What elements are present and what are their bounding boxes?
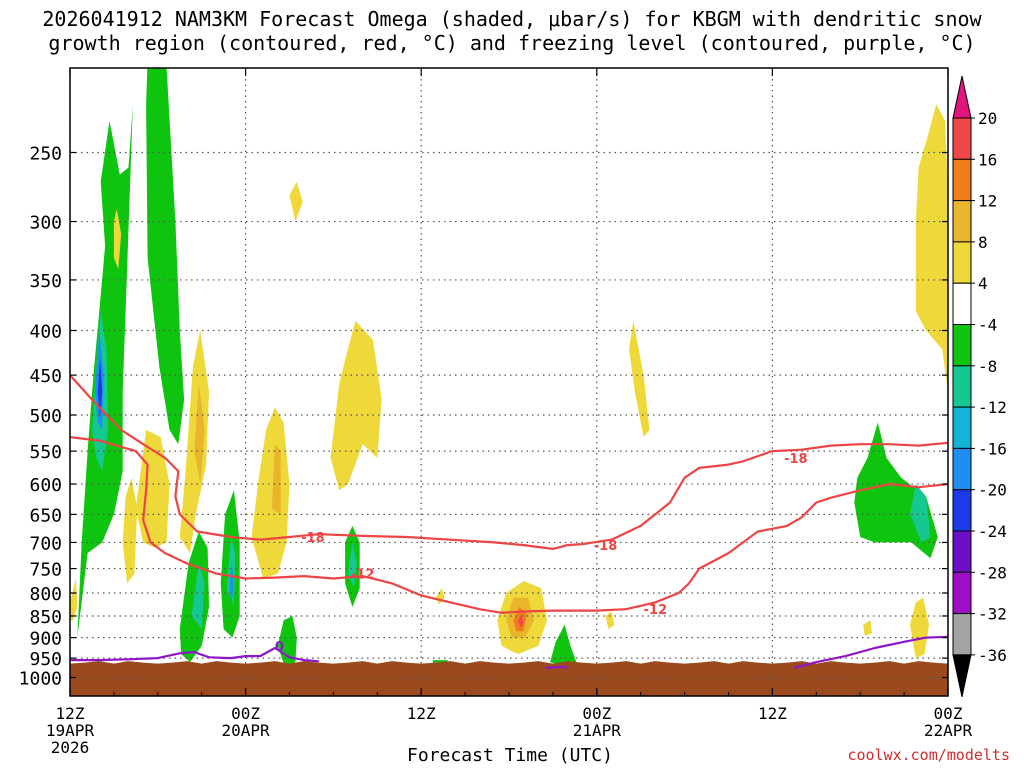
omega-shade-region [915,104,948,392]
colorbar-label: -28 [978,563,1007,582]
x-tick-label: 12Z [56,704,85,723]
terrain-ground [70,661,948,696]
omega-shade-region [435,588,445,605]
omega-shade-region [271,444,281,515]
colorbar-bin [952,489,972,532]
omega-shade-region [251,407,290,579]
x-tick-label: 12Z [758,704,787,723]
colorbar-bin [952,613,972,656]
colorbar-label: 8 [978,233,988,252]
x-tick-label: 21APR [573,721,622,740]
colorbar-bin [952,117,972,160]
colorbar-label: -24 [978,522,1007,541]
y-tick-label: 550 [29,442,62,463]
omega-shade-region [97,357,103,419]
freezing-level-contour [545,665,568,669]
colorbar-bottom-triangle [952,654,972,698]
colorbar-bin [952,158,972,202]
colorbar-label: -32 [978,605,1007,624]
x-tick-label: 20APR [222,721,271,740]
x-tick-label: 19APR [46,721,95,740]
y-tick-label: 900 [29,629,62,650]
colorbar-label: -16 [978,439,1007,458]
dendritic-contour-label: -18 [594,539,618,554]
colorbar-label: -4 [978,316,997,335]
dendritic-contour-label: -18 [301,531,325,546]
y-tick-label: 650 [29,505,62,526]
x-tick-label: 00Z [582,704,611,723]
omega-shade-region [629,320,650,438]
colorbar-label: -8 [978,357,997,376]
omega-shade-region [605,611,615,630]
omega-shade-region [910,597,929,659]
freezing-level-contour [794,635,948,669]
colorbar-bin [952,571,972,615]
y-tick-label: 700 [29,533,62,554]
omega-shade-region [330,320,382,491]
omega-shade-region [517,615,524,629]
y-tick-label: 750 [29,560,62,581]
x-tick-label: 12Z [407,704,436,723]
omega-shade-region [135,429,170,548]
colorbar-bin [952,447,972,491]
y-tick-label: 350 [29,271,62,292]
freezing-level-contour [70,646,319,663]
colorbar-label: 16 [978,150,997,169]
omega-shade-region [179,330,209,554]
omega-shade-region [70,578,78,621]
y-tick-label: 600 [29,475,62,496]
omega-shade-region [113,208,122,269]
omega-shade-region [122,477,138,584]
y-tick-label: 400 [29,322,62,343]
y-tick-label: 950 [29,649,62,670]
x-tick-label: 00Z [934,704,963,723]
omega-shade-region [550,624,577,666]
colorbar-label: -36 [978,646,1007,665]
colorbar-label: -12 [978,398,1007,417]
colorbar-bin [952,530,972,573]
omega-shade-region [910,484,931,543]
dendritic-contour [70,436,948,614]
colorbar-bin [952,241,972,284]
dendritic-contour [70,374,948,550]
colorbar-label: 20 [978,109,997,128]
colorbar-bin [952,200,972,243]
credit-text: coolwx.com/modelts [847,746,1010,764]
chart-title-line-1: 2026041912 NAM3KM Forecast Omega (shaded… [42,7,982,31]
omega-shade-region [191,563,205,630]
y-tick-label: 250 [29,144,62,165]
x-axis-title: Forecast Time (UTC) [407,745,613,766]
y-tick-label: 500 [29,406,62,427]
omega-shade-region [289,181,303,222]
colorbar-label: 4 [978,274,988,293]
colorbar-label: -20 [978,481,1007,500]
y-tick-label: 1000 [19,669,62,690]
colorbar-bin [952,406,972,449]
dendritic-contour-label: -12 [351,568,375,583]
omega-shade-region [194,383,205,485]
omega-shade-region [277,616,297,668]
x-tick-label: 2026 [51,738,90,757]
chart-title-line-2: growth region (contoured, red, °C) and f… [48,31,976,55]
colorbar-label: 12 [978,192,997,211]
y-tick-label: 450 [29,366,62,387]
y-tick-label: 800 [29,584,62,605]
dendritic-contour-label: -12 [644,603,668,618]
colorbar-bin [952,365,972,408]
y-tick-label: 850 [29,607,62,628]
omega-shade-region [146,68,185,445]
omega-shade-region [863,620,872,636]
colorbar-bin [952,324,972,367]
y-tick-label: 300 [29,213,62,234]
x-tick-label: 00Z [231,704,260,723]
colorbar-top-triangle [952,75,972,119]
x-tick-label: 22APR [924,721,973,740]
dendritic-contour-label: -18 [784,452,808,467]
plot-area: -18 -12 -18 -18 -12 0 [70,68,948,696]
colorbar-bin [952,282,972,326]
freezing-level-contour-label: 0 [275,640,284,655]
